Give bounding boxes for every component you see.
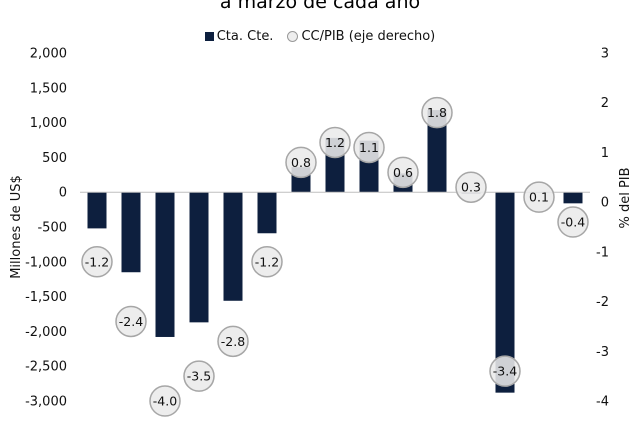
bar-12 <box>495 192 515 393</box>
ratio-circle-12 <box>489 355 521 387</box>
right-tick-label: -3 <box>596 345 609 360</box>
legend-label-cta-cte: Cta. Cte. <box>216 29 274 44</box>
right-tick-label: 1 <box>601 146 609 161</box>
right-axis-ticks: 3 2 1 0 -1 -2 -3 -4 <box>596 47 609 410</box>
bar-1 <box>121 192 141 273</box>
bar-2 <box>155 192 175 337</box>
left-axis-title: Millones de US$ <box>9 175 24 279</box>
left-axis-ticks: 2,000 1,500 1,000 500 0 -500 -1,000 -1,500 -2,00… <box>25 47 67 410</box>
ratio-circle-0 <box>81 246 113 278</box>
ratio-label-7: 1.2 <box>325 135 345 150</box>
chart-title: a marzo de cada año <box>219 0 421 13</box>
chart-legend: Cta. Cte. CC/PIB (eje derecho) <box>0 29 640 44</box>
ratio-label-14: -0.4 <box>561 215 585 230</box>
right-tick-label: 2 <box>601 96 609 111</box>
right-tick-label: -4 <box>596 395 609 410</box>
right-axis-title: % del PIB <box>618 167 633 228</box>
left-tick-label: -3,000 <box>25 395 67 410</box>
ratio-circle-9 <box>387 156 419 189</box>
right-tick-label: 0 <box>601 196 609 211</box>
ratio-label-4: -2.8 <box>221 334 245 349</box>
left-tick-label: 0 <box>59 186 67 201</box>
legend-item-cc-pib: CC/PIB (eje derecho) <box>279 29 435 44</box>
ratio-circle-8 <box>353 131 385 164</box>
ratio-circle-14 <box>557 206 589 238</box>
ratio-label-3: -3.5 <box>187 369 211 384</box>
ratio-label-6: 0.8 <box>291 155 311 170</box>
ratio-circle-2 <box>149 385 181 417</box>
ratio-label-9: 0.6 <box>393 165 413 180</box>
left-tick-label: -1,500 <box>25 290 67 305</box>
ratio-circle-11 <box>455 171 487 203</box>
right-tick-label: -1 <box>596 245 609 260</box>
left-tick-label: 2,000 <box>30 47 67 62</box>
legend-label-cc-pib: CC/PIB (eje derecho) <box>301 29 436 44</box>
left-tick-label: 500 <box>42 151 67 166</box>
bar-3 <box>189 192 209 323</box>
ratio-label-5: -1.2 <box>255 254 279 269</box>
ratio-label-11: 0.3 <box>461 180 481 195</box>
legend-item-cta-cte: Cta. Cte. <box>204 29 274 44</box>
ratio-circle-5 <box>251 246 283 278</box>
ratio-circle-7 <box>319 126 351 159</box>
left-tick-label: -2,500 <box>25 360 67 375</box>
ratio-label-0: -1.2 <box>85 254 109 269</box>
left-tick-label: 1,500 <box>30 81 67 96</box>
ratio-circle-6 <box>285 146 317 179</box>
left-tick-label: 1,000 <box>30 116 67 131</box>
legend-bar-swatch <box>204 32 214 41</box>
ratio-label-1: -2.4 <box>119 314 143 329</box>
right-tick-label: -2 <box>596 295 609 310</box>
ratio-circle-10 <box>421 96 453 129</box>
ratio-label-10: 1.8 <box>427 105 447 120</box>
left-tick-label: -1,000 <box>25 255 67 270</box>
ratio-label-13: 0.1 <box>529 190 549 205</box>
left-tick-label: -500 <box>37 221 67 236</box>
ratio-series: -1.2 -2.4 -4.0 -3.5 -2.8 -1.2 0.8 1.2 1.1 0.6 1.8 0… <box>81 96 589 417</box>
ratio-circle-13 <box>523 181 555 213</box>
left-tick-label: -2,000 <box>25 325 67 340</box>
bar-10 <box>427 110 447 193</box>
ratio-label-8: 1.1 <box>359 140 379 155</box>
ratio-circle-4 <box>217 325 249 358</box>
bar-4 <box>223 192 243 301</box>
bar-0 <box>87 192 107 229</box>
bar-14 <box>563 192 583 204</box>
ratio-label-2: -4.0 <box>153 394 177 409</box>
ratio-label-12: -3.4 <box>493 364 517 379</box>
ratio-circle-3 <box>183 360 215 392</box>
right-tick-label: 3 <box>601 47 609 62</box>
ratio-circle-1 <box>115 305 147 338</box>
legend-circle-swatch <box>287 31 299 42</box>
bar-5 <box>257 192 277 234</box>
